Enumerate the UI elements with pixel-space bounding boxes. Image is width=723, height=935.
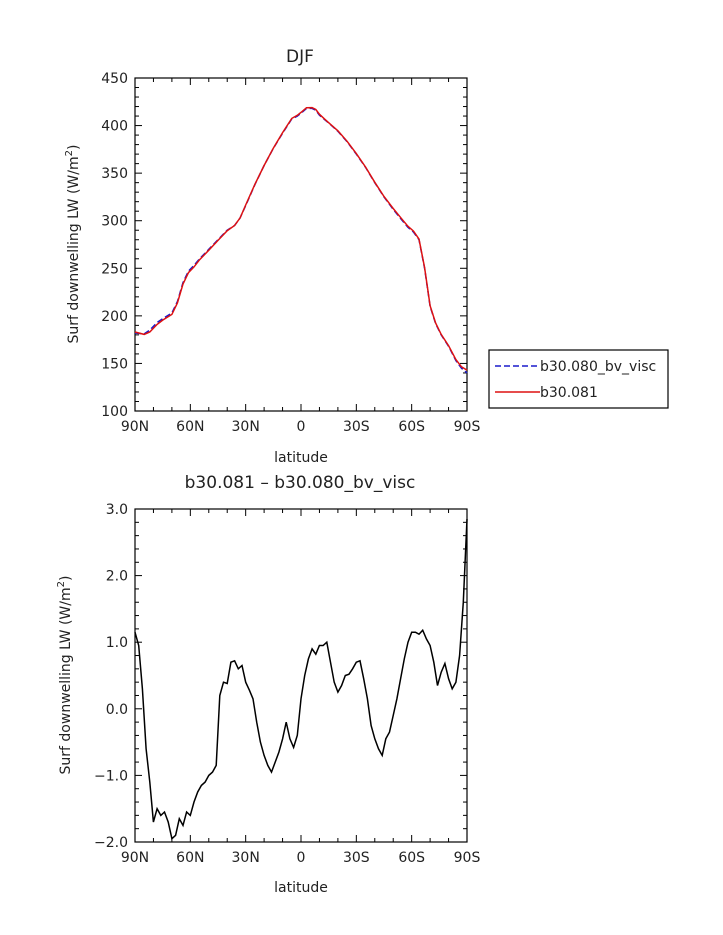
series-line-b30-081 bbox=[134, 106, 468, 371]
y-tick-label: 450 bbox=[101, 71, 128, 87]
bottom-x-axis-label: latitude bbox=[274, 880, 328, 896]
y-tick-label: 400 bbox=[101, 119, 128, 135]
bottom-y-axis-label: Surf downwelling LW (W/m2) bbox=[56, 576, 74, 775]
top-ticks bbox=[134, 77, 468, 412]
panel-bottom: b30.081 – b30.080_bv_visc 90N 60N 30N 0 30S 6… bbox=[56, 473, 480, 896]
y-tick-label: −2.0 bbox=[94, 835, 128, 851]
legend-box bbox=[488, 349, 669, 409]
top-y-tick-labels: 100 150 200 250 300 350 400 450 bbox=[101, 71, 128, 420]
top-chart-title: DJF bbox=[286, 47, 314, 67]
x-tick-label: 60N bbox=[176, 850, 204, 866]
x-tick-label: 90N bbox=[121, 850, 149, 866]
panel-top: DJF 90N 60N 30N 0 30S 60S 90S 100 150 200 250 300 3… bbox=[64, 47, 669, 466]
x-tick-label: 60S bbox=[398, 419, 425, 435]
legend-label-b30-081: b30.081 bbox=[540, 385, 598, 401]
x-tick-label: 90S bbox=[454, 419, 481, 435]
bottom-series bbox=[134, 518, 468, 841]
x-tick-label: 0 bbox=[297, 850, 306, 866]
bottom-y-axis-label-main: Surf downwelling LW (W/m bbox=[58, 587, 74, 774]
y-tick-label: 1.0 bbox=[106, 635, 128, 651]
y-tick-label: 2.0 bbox=[106, 569, 128, 585]
y-tick-label: 250 bbox=[101, 261, 128, 277]
bottom-x-tick-labels: 90N 60N 30N 0 30S 60S 90S bbox=[121, 850, 481, 866]
y-tick-label: 100 bbox=[101, 404, 128, 420]
x-tick-label: 30N bbox=[232, 419, 260, 435]
top-y-axis-label-sup: 2 bbox=[64, 150, 75, 156]
top-plot-frame bbox=[134, 77, 468, 412]
x-tick-label: 30N bbox=[232, 850, 260, 866]
bottom-chart-title: b30.081 – b30.080_bv_visc bbox=[185, 473, 416, 493]
legend: b30.080_bv_visc b30.081 bbox=[488, 349, 669, 409]
x-tick-label: 30S bbox=[343, 419, 370, 435]
x-tick-label: 90N bbox=[121, 419, 149, 435]
top-y-axis-label-main: Surf downwelling LW (W/m bbox=[66, 156, 82, 343]
bottom-ticks bbox=[134, 508, 468, 843]
y-tick-label: −1.0 bbox=[94, 768, 128, 784]
bottom-y-axis-label-end: ) bbox=[58, 576, 74, 581]
legend-label-b30-080: b30.080_bv_visc bbox=[540, 359, 656, 375]
series-line-b30-080-bv-visc bbox=[134, 107, 468, 374]
bottom-y-tick-labels: −2.0 −1.0 0.0 1.0 2.0 3.0 bbox=[94, 502, 128, 851]
y-tick-label: 150 bbox=[101, 356, 128, 372]
y-tick-label: 300 bbox=[101, 214, 128, 230]
y-tick-label: 3.0 bbox=[106, 502, 128, 518]
top-series bbox=[134, 106, 468, 374]
bottom-y-axis-label-sup: 2 bbox=[56, 581, 67, 587]
y-tick-label: 350 bbox=[101, 166, 128, 182]
top-y-axis-label-end: ) bbox=[66, 145, 82, 150]
x-tick-label: 60N bbox=[176, 419, 204, 435]
x-tick-label: 90S bbox=[454, 850, 481, 866]
x-tick-label: 0 bbox=[297, 419, 306, 435]
x-tick-label: 60S bbox=[398, 850, 425, 866]
y-tick-label: 0.0 bbox=[106, 702, 128, 718]
top-x-tick-labels: 90N 60N 30N 0 30S 60S 90S bbox=[121, 419, 481, 435]
series-line-difference bbox=[134, 518, 468, 841]
top-x-axis-label: latitude bbox=[274, 450, 328, 466]
bottom-plot-frame bbox=[134, 508, 468, 843]
y-tick-label: 200 bbox=[101, 309, 128, 325]
top-y-axis-label: Surf downwelling LW (W/m2) bbox=[64, 145, 82, 344]
x-tick-label: 30S bbox=[343, 850, 370, 866]
